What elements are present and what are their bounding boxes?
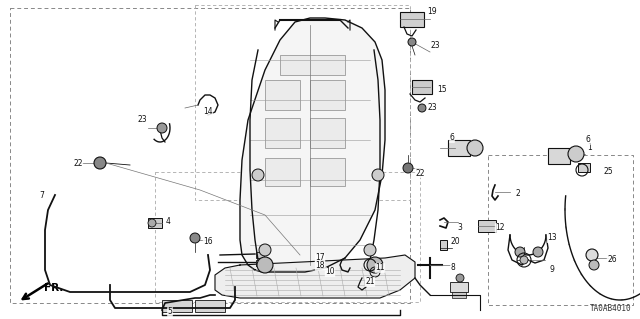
Text: 3: 3	[458, 224, 463, 233]
Circle shape	[157, 123, 167, 133]
Circle shape	[252, 169, 264, 181]
Circle shape	[533, 247, 543, 257]
Text: 8: 8	[451, 263, 456, 272]
Bar	[265, 80, 300, 110]
Bar	[162, 300, 192, 312]
Bar	[412, 80, 432, 94]
Bar	[310, 80, 345, 110]
Text: 16: 16	[203, 238, 213, 247]
Circle shape	[456, 274, 464, 282]
Bar	[440, 240, 447, 250]
Text: 17: 17	[315, 254, 325, 263]
Text: 23: 23	[137, 115, 147, 124]
Circle shape	[94, 157, 106, 169]
Circle shape	[403, 163, 413, 173]
Circle shape	[589, 260, 599, 270]
Bar	[488, 155, 633, 305]
Polygon shape	[240, 18, 385, 272]
Text: 20: 20	[450, 238, 460, 247]
Circle shape	[515, 247, 525, 257]
Text: 6: 6	[449, 133, 454, 143]
Circle shape	[520, 256, 528, 264]
Text: 23: 23	[427, 103, 437, 113]
Text: 4: 4	[166, 218, 170, 226]
Circle shape	[586, 249, 598, 261]
Bar	[578, 163, 590, 172]
Circle shape	[190, 233, 200, 243]
Text: 21: 21	[365, 278, 375, 286]
Text: 22: 22	[415, 168, 425, 177]
Text: 5: 5	[168, 308, 172, 316]
Text: 19: 19	[427, 8, 437, 17]
Bar	[448, 140, 470, 156]
Text: 12: 12	[495, 224, 505, 233]
Text: 25: 25	[603, 167, 613, 176]
Bar	[10, 8, 410, 303]
Text: 7: 7	[40, 190, 44, 199]
Bar	[265, 118, 300, 148]
Bar	[265, 158, 300, 186]
Bar	[450, 282, 468, 292]
Circle shape	[372, 169, 384, 181]
Text: 9: 9	[550, 265, 554, 275]
Circle shape	[257, 257, 273, 273]
Bar	[400, 12, 424, 27]
Text: 6: 6	[586, 136, 591, 145]
Circle shape	[364, 244, 376, 256]
Circle shape	[568, 146, 584, 162]
Circle shape	[148, 219, 156, 227]
Text: 26: 26	[607, 256, 617, 264]
Polygon shape	[215, 255, 415, 298]
Text: 11: 11	[375, 263, 385, 272]
Text: 10: 10	[325, 268, 335, 277]
Text: TA0AB4010: TA0AB4010	[590, 304, 632, 313]
Bar	[548, 148, 570, 164]
Text: 13: 13	[547, 234, 557, 242]
Circle shape	[259, 244, 271, 256]
Bar	[310, 118, 345, 148]
Text: 22: 22	[73, 159, 83, 167]
Bar	[256, 260, 264, 266]
Text: 18: 18	[316, 262, 324, 271]
Text: 2: 2	[516, 189, 520, 198]
Bar	[148, 218, 162, 228]
Circle shape	[367, 257, 383, 273]
Text: 14: 14	[203, 108, 213, 116]
Bar	[478, 220, 496, 232]
Text: 15: 15	[437, 85, 447, 94]
Text: 1: 1	[588, 144, 593, 152]
Circle shape	[418, 104, 426, 112]
Text: FR.: FR.	[44, 283, 63, 293]
Bar	[195, 5, 410, 200]
Bar	[452, 292, 466, 298]
Text: 23: 23	[430, 41, 440, 49]
Bar	[155, 172, 420, 302]
Circle shape	[467, 140, 483, 156]
Bar	[195, 300, 225, 312]
Bar	[310, 158, 345, 186]
Circle shape	[408, 38, 416, 46]
Bar	[280, 55, 345, 75]
Bar	[256, 252, 264, 258]
